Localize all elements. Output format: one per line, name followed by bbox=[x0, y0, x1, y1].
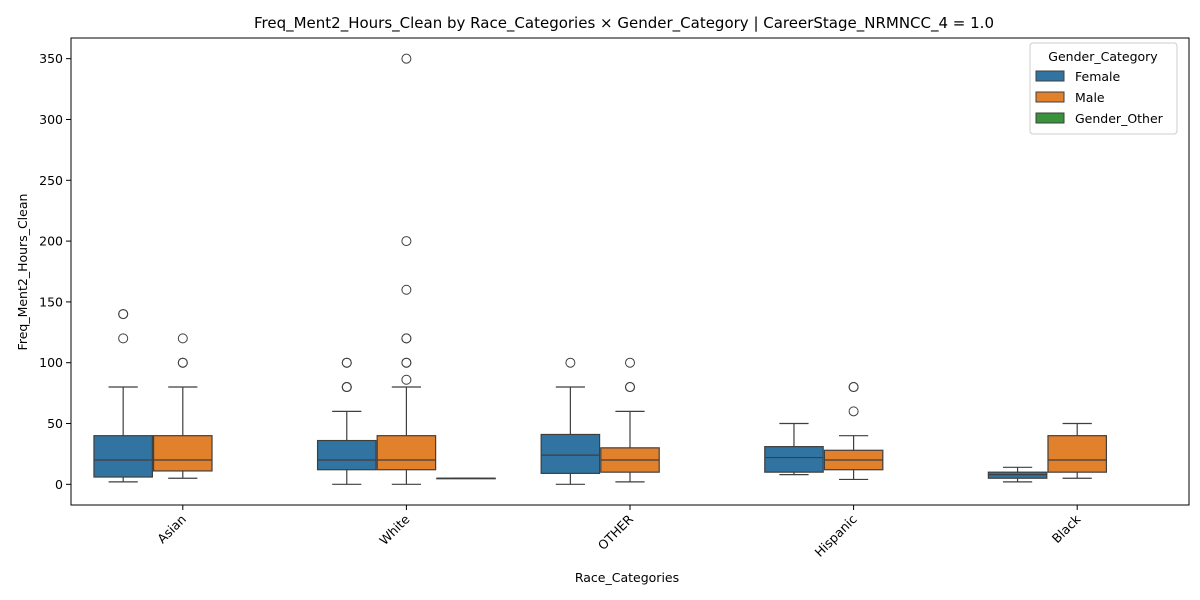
box-iqr bbox=[152, 435, 213, 472]
box-iqr bbox=[1047, 435, 1108, 473]
x-axis-label: Race_Categories bbox=[575, 570, 679, 585]
y-tick-label: 100 bbox=[39, 355, 63, 370]
legend-swatch-female bbox=[1035, 70, 1065, 82]
legend-swatch-male bbox=[1035, 91, 1065, 103]
outlier-point bbox=[177, 357, 188, 368]
chart-title: Freq_Ment2_Hours_Clean by Race_Categorie… bbox=[254, 14, 994, 33]
legend-title: Gender_Category bbox=[1048, 49, 1158, 64]
box-hispanic-female bbox=[764, 422, 824, 476]
x-tick-label-black: Black bbox=[1049, 511, 1084, 546]
outlier-point bbox=[341, 382, 352, 393]
y-tick-label: 0 bbox=[55, 477, 63, 492]
outlier-point bbox=[401, 236, 412, 247]
outlier-point bbox=[625, 357, 635, 368]
legend-label-male: Male bbox=[1075, 90, 1105, 105]
outlier-point bbox=[118, 309, 129, 320]
x-axis: Asian White OTHER Hispanic Black bbox=[154, 505, 1084, 560]
y-tick-label: 150 bbox=[39, 294, 63, 309]
outlier-point bbox=[118, 333, 129, 344]
outlier-point bbox=[565, 357, 576, 368]
legend: Gender_Category Female Male Gender_Other bbox=[1029, 42, 1178, 135]
outlier-point bbox=[848, 382, 859, 393]
box-iqr bbox=[540, 433, 601, 474]
outlier-point bbox=[401, 357, 412, 368]
box-white-female bbox=[316, 357, 377, 485]
x-tick-label-other: OTHER bbox=[595, 511, 637, 553]
outlier-point bbox=[401, 374, 412, 385]
outlier-point bbox=[625, 382, 635, 393]
legend-swatch-gender-other bbox=[1035, 112, 1065, 124]
box-white-male bbox=[376, 53, 437, 485]
outlier-point bbox=[848, 406, 859, 417]
legend-label-female: Female bbox=[1075, 69, 1121, 84]
y-axis-label: Freq_Ment2_Hours_Clean bbox=[15, 194, 30, 351]
outlier-point bbox=[341, 357, 352, 368]
y-tick-label: 300 bbox=[39, 112, 63, 127]
y-tick-label: 350 bbox=[39, 51, 63, 66]
box-iqr bbox=[987, 471, 1048, 479]
x-tick-label-white: White bbox=[376, 511, 413, 548]
y-tick-label: 50 bbox=[47, 416, 63, 431]
y-tick-label: 200 bbox=[39, 234, 63, 249]
box-black-female bbox=[987, 466, 1048, 483]
y-axis: 0 50 100 150 200 250 300 350 bbox=[39, 51, 71, 492]
box-asian-male bbox=[152, 333, 213, 479]
legend-frame bbox=[1029, 42, 1178, 135]
box-white-gender-other bbox=[436, 477, 496, 480]
box-hispanic-male bbox=[823, 382, 884, 481]
y-tick-label: 250 bbox=[39, 173, 63, 188]
box-other-male bbox=[600, 357, 660, 483]
x-tick-label-hispanic: Hispanic bbox=[811, 511, 859, 559]
box-iqr bbox=[316, 439, 377, 471]
box-black-male bbox=[1047, 422, 1108, 479]
outlier-point bbox=[401, 284, 412, 295]
outlier-point bbox=[177, 333, 188, 344]
legend-label-gender-other: Gender_Other bbox=[1075, 111, 1164, 126]
box-asian-female bbox=[93, 309, 153, 483]
outlier-point bbox=[401, 333, 412, 344]
plot-area bbox=[93, 53, 1108, 485]
box-iqr bbox=[376, 435, 437, 471]
outlier-point bbox=[401, 53, 412, 64]
x-tick-label-asian: Asian bbox=[154, 512, 189, 547]
box-iqr bbox=[93, 435, 153, 478]
box-other-female bbox=[540, 357, 601, 485]
box-iqr bbox=[764, 446, 824, 473]
